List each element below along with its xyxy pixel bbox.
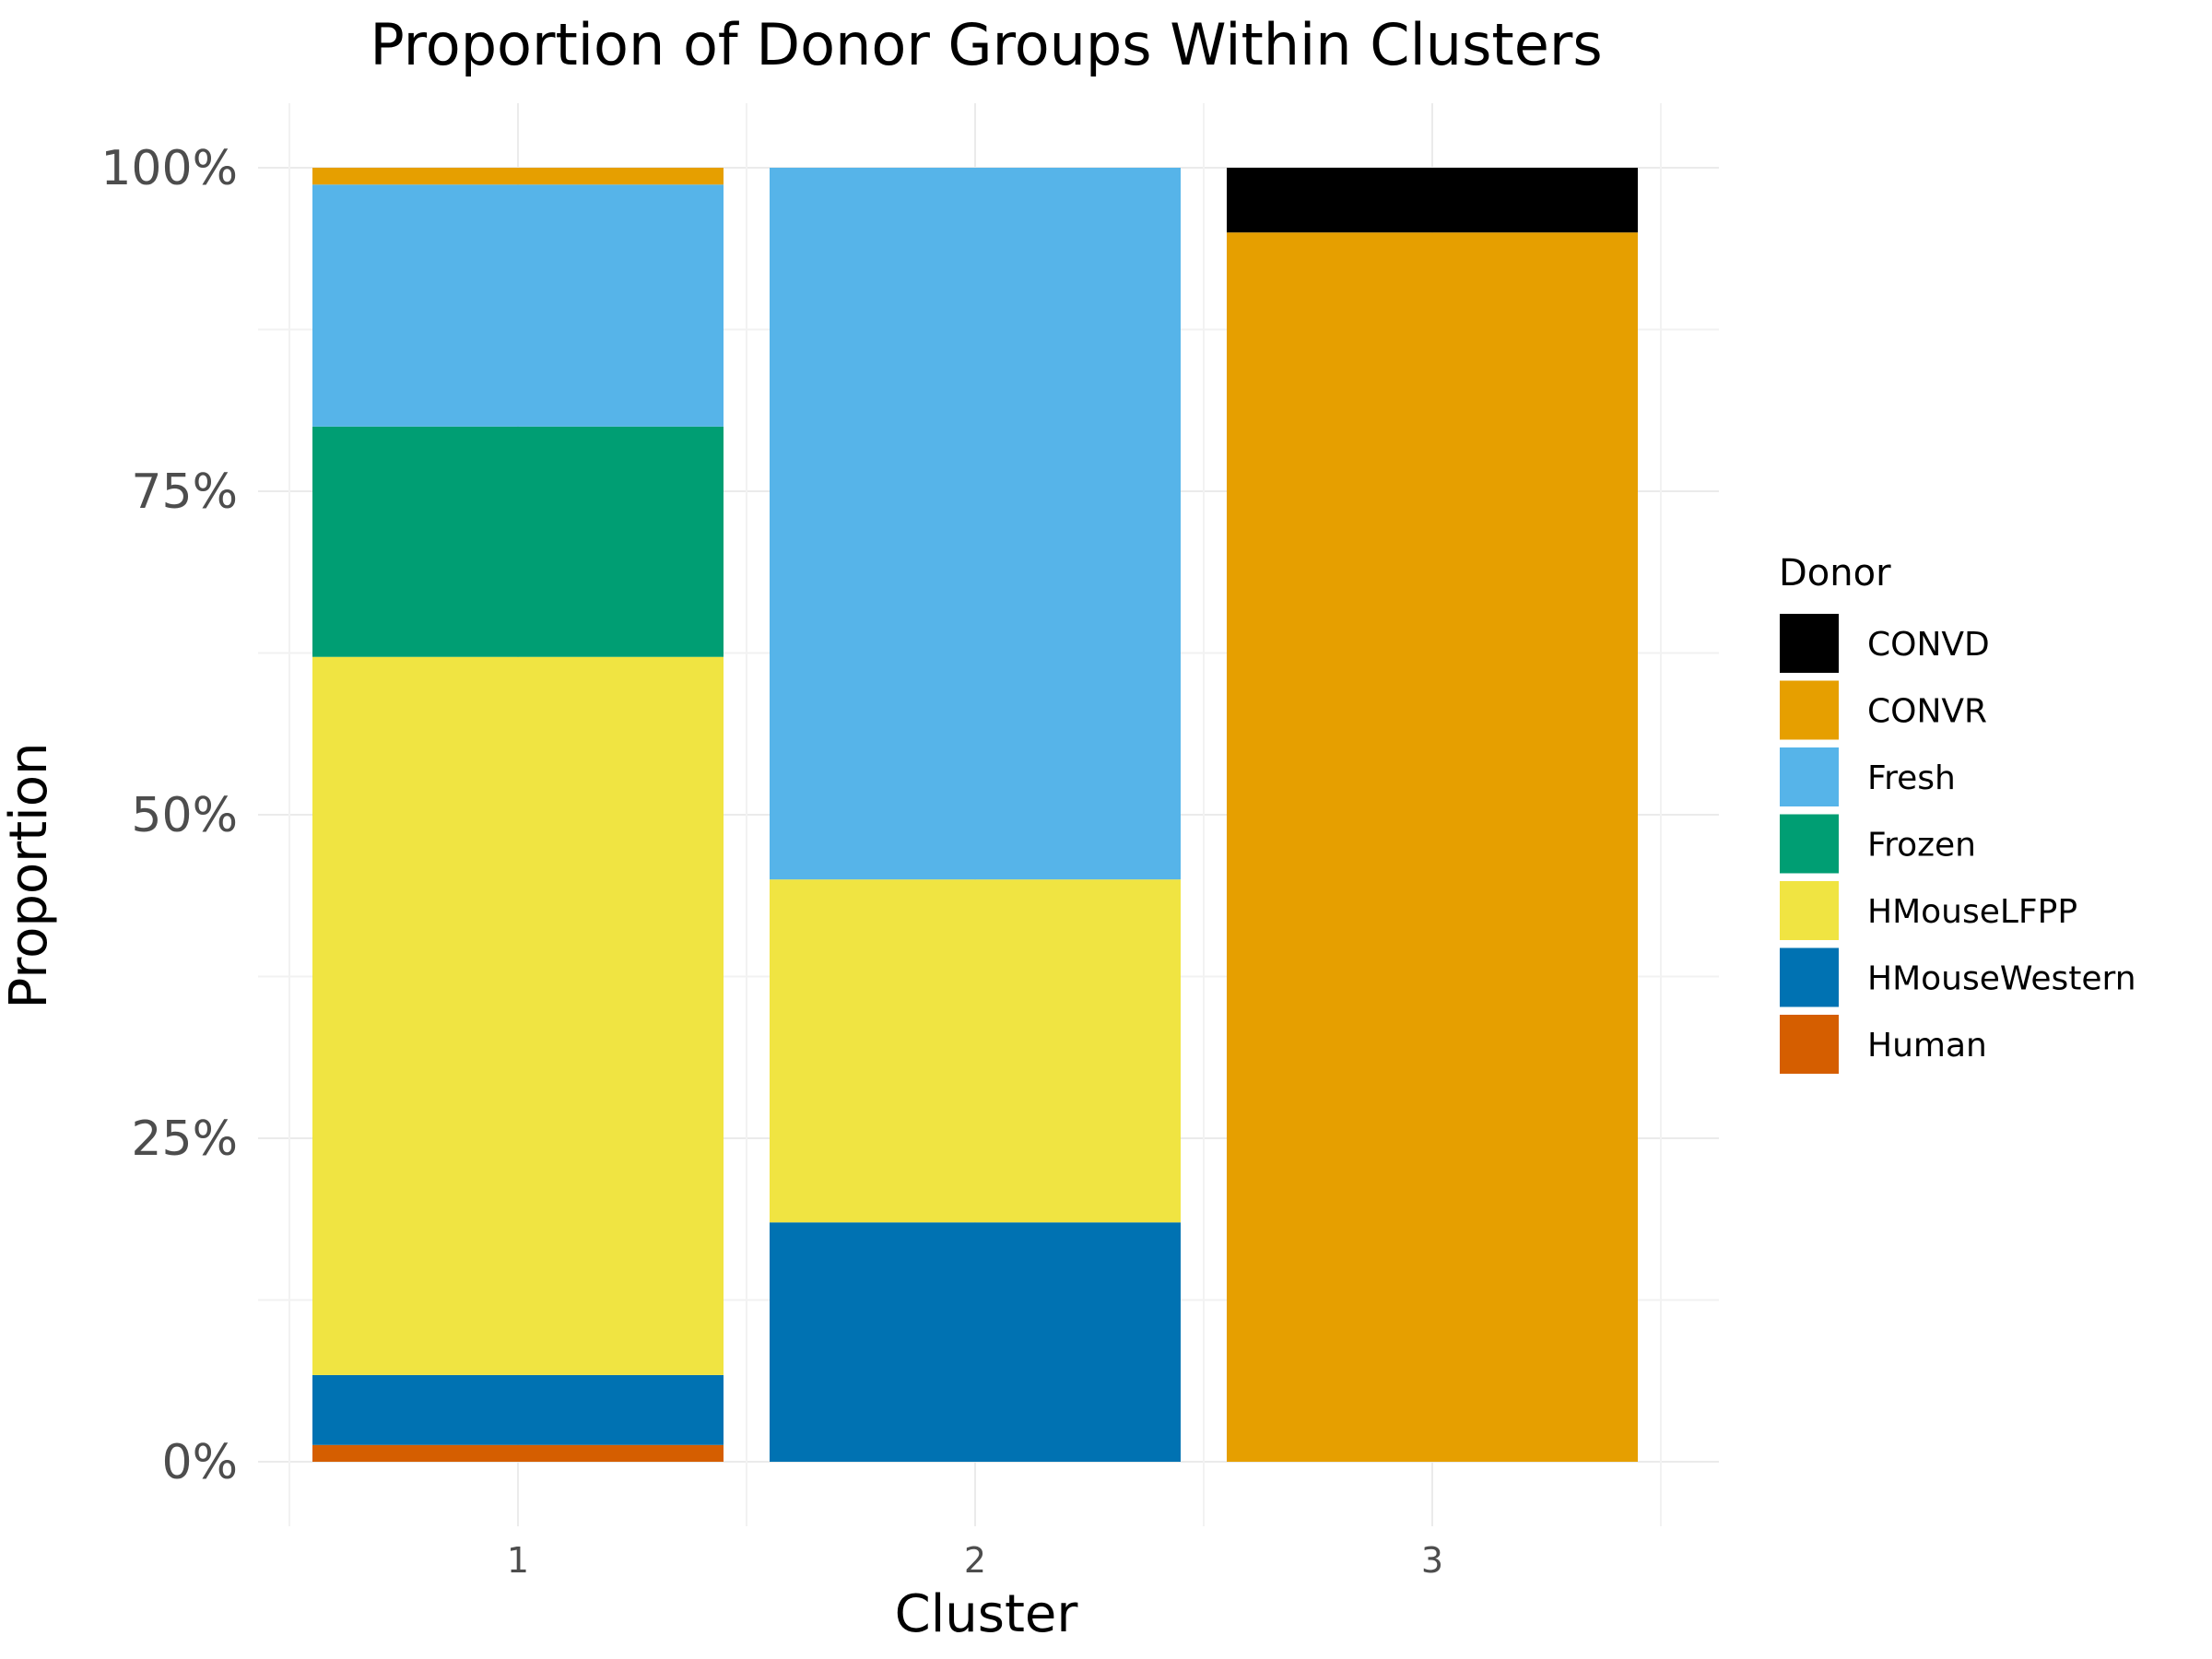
bar-segment [312,168,724,185]
y-axis-title: Proportion [0,743,59,1009]
bar-segment [1227,232,1638,1463]
x-axis-ticks: 1 2 3 [507,1540,1443,1581]
legend-label: CONVD [1867,626,1990,664]
legend-key [1778,946,1841,1009]
legend-key [1778,746,1841,808]
legend-label: Frozen [1867,827,1976,865]
y-tick-label: 100% [100,141,238,196]
x-tick-label: 2 [964,1540,986,1581]
bar-segment [770,168,1181,880]
legend-key [1778,812,1841,876]
legend-title: Donor [1779,552,1891,594]
bar-segment [312,426,724,657]
bar-segment [312,1374,724,1445]
legend: Donor CONVD CONVR Fresh Frozen HMouseLFPP HMo… [1778,552,2136,1076]
bar-segment [770,879,1181,1223]
chart-title: Proportion of Donor Groups Within Cluste… [370,11,1602,78]
y-tick-label: 50% [131,788,238,843]
y-tick-label: 25% [131,1112,238,1167]
bar-segment [312,656,724,1375]
legend-label: HMouseLFPP [1867,893,2077,931]
bar-segment [312,1444,724,1462]
y-tick-label: 75% [131,465,238,520]
legend-key [1778,1013,1841,1076]
legend-label: HMouseWestern [1867,960,2136,998]
y-axis-ticks: 0% 25% 50% 75% 100% [100,141,238,1490]
legend-label: Human [1867,1027,1987,1065]
legend-label: CONVR [1867,693,1987,731]
bars [312,168,1638,1463]
bar-segment [312,184,724,427]
legend-key [1778,678,1841,742]
bar-segment [770,1222,1181,1462]
x-axis-title: Cluster [895,1584,1079,1644]
x-tick-label: 1 [507,1540,529,1581]
legend-label: Fresh [1867,759,1956,797]
legend-key [1778,879,1841,942]
y-tick-label: 0% [162,1435,239,1490]
legend-key [1778,612,1841,675]
x-tick-label: 3 [1421,1540,1443,1581]
bar-segment [1227,168,1638,233]
